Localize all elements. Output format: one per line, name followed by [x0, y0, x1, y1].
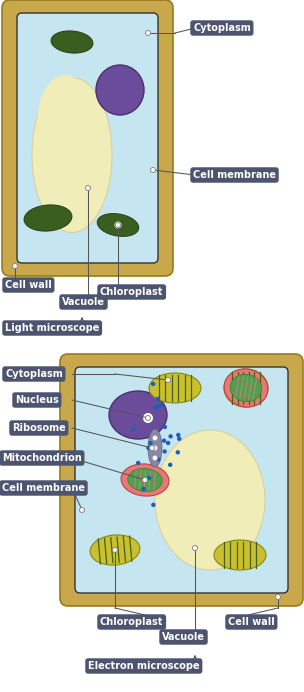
Ellipse shape [97, 214, 139, 237]
Circle shape [146, 30, 150, 35]
Text: Chloroplast: Chloroplast [100, 287, 163, 297]
Circle shape [168, 463, 172, 467]
Circle shape [162, 439, 166, 443]
Text: Light microscope: Light microscope [5, 323, 99, 333]
Circle shape [192, 545, 198, 551]
Circle shape [115, 221, 122, 228]
Circle shape [150, 446, 154, 450]
Circle shape [112, 547, 118, 552]
Circle shape [12, 264, 18, 268]
Circle shape [146, 415, 150, 421]
Circle shape [148, 441, 153, 446]
Circle shape [153, 455, 157, 460]
FancyBboxPatch shape [60, 354, 303, 606]
FancyBboxPatch shape [75, 367, 288, 593]
Circle shape [155, 406, 160, 410]
Circle shape [153, 446, 157, 450]
Circle shape [143, 477, 147, 482]
Circle shape [80, 507, 85, 513]
Circle shape [156, 397, 160, 401]
Ellipse shape [128, 468, 162, 491]
Circle shape [177, 437, 181, 441]
Text: Cytoplasm: Cytoplasm [5, 369, 63, 379]
Text: Chloroplast: Chloroplast [100, 617, 163, 627]
Text: Cytoplasm: Cytoplasm [193, 23, 251, 33]
Text: Cell membrane: Cell membrane [2, 483, 85, 493]
Circle shape [165, 378, 171, 383]
Text: Mitochondrion: Mitochondrion [2, 453, 82, 463]
Text: Electron microscope: Electron microscope [88, 661, 200, 671]
Circle shape [162, 449, 167, 454]
Circle shape [136, 461, 140, 465]
Ellipse shape [109, 391, 167, 439]
Text: Cell membrane: Cell membrane [193, 170, 276, 180]
Ellipse shape [32, 78, 112, 233]
Text: Cell wall: Cell wall [228, 617, 275, 627]
Ellipse shape [224, 369, 268, 407]
Circle shape [143, 413, 153, 423]
Circle shape [168, 434, 173, 439]
Text: Vacuole: Vacuole [62, 297, 105, 307]
Circle shape [141, 486, 146, 491]
Circle shape [153, 405, 157, 410]
Circle shape [150, 167, 156, 172]
Circle shape [156, 457, 161, 462]
Circle shape [146, 446, 151, 450]
Circle shape [176, 432, 181, 437]
Circle shape [151, 382, 155, 386]
Ellipse shape [230, 374, 262, 402]
Ellipse shape [148, 429, 162, 467]
FancyBboxPatch shape [2, 0, 173, 276]
Ellipse shape [90, 535, 140, 565]
Circle shape [166, 441, 170, 445]
Ellipse shape [214, 540, 266, 570]
FancyBboxPatch shape [17, 13, 158, 263]
Circle shape [176, 450, 180, 455]
Circle shape [159, 403, 164, 408]
Circle shape [116, 223, 120, 228]
Text: Vacuole: Vacuole [162, 632, 205, 642]
Ellipse shape [51, 31, 93, 53]
Circle shape [163, 425, 167, 429]
Ellipse shape [24, 205, 72, 231]
Ellipse shape [155, 430, 265, 570]
Ellipse shape [224, 369, 268, 407]
Circle shape [85, 185, 91, 190]
Circle shape [151, 502, 156, 507]
Ellipse shape [121, 464, 169, 496]
Text: Nucleus: Nucleus [15, 395, 59, 405]
Text: Ribosome: Ribosome [12, 423, 66, 433]
Circle shape [153, 435, 157, 441]
Circle shape [275, 594, 281, 599]
Ellipse shape [96, 65, 144, 115]
Circle shape [147, 476, 151, 480]
Ellipse shape [149, 373, 201, 403]
Circle shape [131, 427, 135, 432]
Text: Cell wall: Cell wall [5, 280, 52, 290]
Ellipse shape [37, 75, 92, 165]
